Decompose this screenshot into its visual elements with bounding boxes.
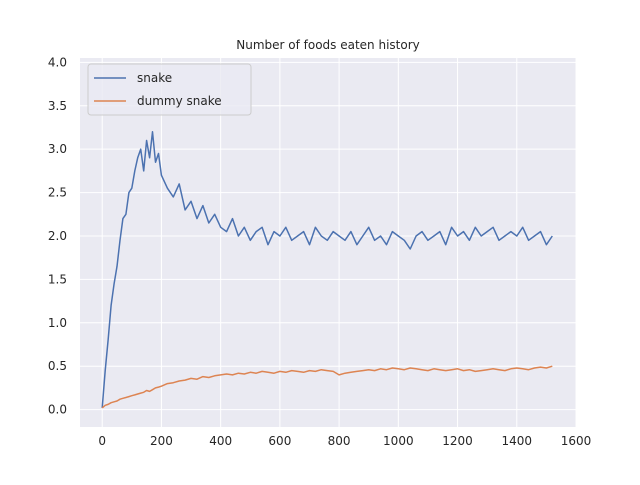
y-tick-label: 0.0 [48,403,67,417]
legend-label-snake: snake [137,71,172,85]
x-tick-label: 1600 [561,434,592,448]
legend-label-dummy-snake: dummy snake [137,94,222,108]
y-tick-label: 0.5 [48,359,67,373]
x-tick-label: 800 [328,434,351,448]
series-layer [101,131,553,409]
series-line-snake [101,131,553,408]
x-tick-label: 0 [98,434,106,448]
x-tick-label: 400 [209,434,232,448]
y-tick-label: 4.0 [48,55,67,69]
x-tick-label: 1400 [502,434,533,448]
chart-title: Number of foods eaten history [236,38,420,52]
x-tick-label: 200 [150,434,173,448]
x-tick-label: 1000 [383,434,414,448]
y-tick-label: 3.0 [48,142,67,156]
series-line-dummy-snake [101,365,553,409]
tick-labels: 0 200 400 600 800 1000 1200 1400 1600 0.0 0.5 1.0 1.… [48,55,591,448]
y-tick-label: 3.5 [48,99,67,113]
x-tick-label: 1200 [442,434,473,448]
y-tick-label: 2.5 [48,186,67,200]
y-tick-label: 2.0 [48,229,67,243]
x-tick-label: 600 [268,434,291,448]
grid [80,58,577,427]
y-tick-label: 1.0 [48,316,67,330]
legend: snake dummy snake [87,63,252,116]
plot-background [80,58,576,427]
legend-box [87,63,252,116]
y-tick-label: 1.5 [48,272,67,286]
